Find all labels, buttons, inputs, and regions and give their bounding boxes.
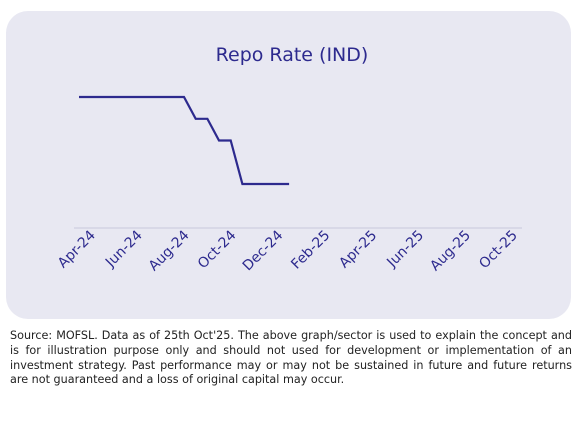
repo-rate-chart: Apr-24 Jun-24 Aug-24 Oct-24 Dec-24 Feb-25 Apr-…: [55, 95, 522, 275]
x-tick-label: Dec-24: [240, 227, 287, 274]
x-tick-label: Feb-25: [288, 228, 333, 273]
source-note: Source: MOFSL. Data as of 25th Oct'25. T…: [10, 329, 572, 387]
x-tick-label: Jun-25: [383, 228, 427, 272]
x-tick-label: Aug-25: [427, 228, 474, 275]
chart-title: Repo Rate (IND): [215, 44, 369, 66]
chart-card: [6, 11, 571, 319]
repo-rate-line: [79, 95, 290, 186]
x-tick-label: Jun-24: [102, 227, 146, 271]
x-tick-label: Oct-24: [195, 227, 240, 272]
x-tick-label: Apr-24: [55, 227, 99, 271]
x-tick-label: Apr-25: [336, 228, 380, 272]
x-tick-label: Aug-24: [146, 227, 193, 274]
x-tick-label: Oct-25: [476, 228, 521, 273]
